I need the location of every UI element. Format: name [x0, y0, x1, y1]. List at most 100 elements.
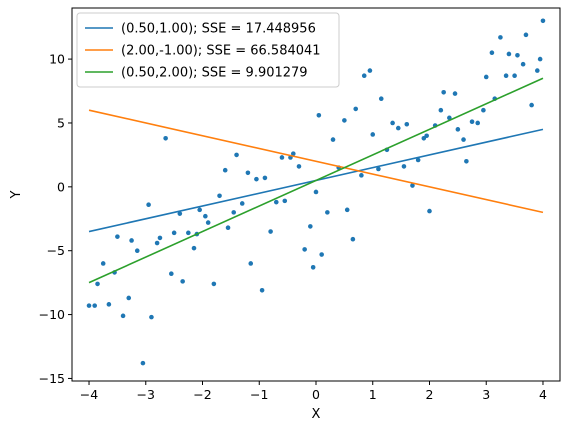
- data-point-36: [254, 176, 259, 182]
- data-point-0: [86, 303, 92, 308]
- data-point-63: [376, 166, 381, 172]
- data-point-16: [163, 135, 168, 141]
- data-point-28: [217, 193, 222, 199]
- data-point-81: [461, 137, 466, 142]
- legend-box: [76, 12, 340, 88]
- data-point-85: [481, 107, 486, 113]
- x-tick-label: 1: [369, 387, 377, 402]
- x-tick-label: 0: [312, 387, 320, 402]
- data-point-4: [106, 302, 112, 307]
- data-point-25: [203, 213, 208, 219]
- data-point-58: [353, 106, 359, 112]
- data-point-10: [134, 248, 140, 254]
- data-point-24: [197, 207, 202, 213]
- x-tick-label: 4: [539, 387, 547, 402]
- data-point-39: [268, 229, 273, 234]
- data-point-48: [310, 265, 316, 270]
- data-point-38: [262, 175, 268, 181]
- data-point-73: [424, 133, 429, 139]
- data-point-44: [291, 151, 296, 156]
- x-axis-label: X: [312, 407, 321, 422]
- data-point-80: [455, 127, 461, 132]
- scatter-points-group: [86, 18, 546, 366]
- data-point-27: [211, 281, 217, 287]
- data-point-60: [361, 73, 367, 79]
- data-point-90: [503, 73, 509, 79]
- data-point-87: [489, 50, 495, 56]
- data-point-56: [344, 207, 350, 213]
- legend-label-3: (0.50,2.00); SSE = 9.901279: [121, 66, 308, 81]
- data-point-20: [180, 279, 185, 284]
- data-point-99: [540, 18, 546, 24]
- data-point-55: [342, 118, 347, 123]
- y-tick-label: −10: [39, 307, 65, 322]
- data-point-41: [279, 155, 285, 160]
- data-point-96: [529, 102, 534, 108]
- fit-line-2: [88, 109, 544, 214]
- data-point-22: [191, 245, 197, 251]
- x-tick-label: 3: [482, 387, 490, 402]
- data-point-29: [222, 167, 228, 173]
- data-point-32: [234, 152, 239, 158]
- data-point-69: [404, 121, 410, 127]
- data-point-49: [313, 189, 319, 195]
- data-point-11: [140, 360, 146, 366]
- legend-label-1: (0.50,1.00); SSE = 17.448956: [121, 22, 316, 37]
- data-point-40: [273, 199, 279, 205]
- data-point-95: [523, 32, 529, 38]
- data-point-68: [401, 164, 407, 169]
- data-point-77: [441, 90, 446, 95]
- data-point-82: [464, 158, 469, 164]
- data-point-57: [350, 236, 356, 242]
- data-point-9: [129, 238, 134, 243]
- y-tick-label: 0: [57, 179, 65, 194]
- x-tick-label: −2: [193, 387, 211, 402]
- data-point-94: [520, 61, 526, 67]
- data-point-42: [282, 198, 288, 204]
- data-point-66: [390, 120, 395, 126]
- data-point-31: [231, 210, 237, 215]
- y-tick-label: 10: [49, 52, 65, 67]
- data-point-83: [469, 119, 475, 124]
- y-tick-label: −15: [39, 371, 65, 386]
- data-point-91: [506, 51, 512, 57]
- y-axis-ticks: −15 −10 −5 0 5 10: [39, 52, 72, 386]
- data-point-62: [370, 132, 376, 137]
- data-point-18: [171, 230, 177, 236]
- data-point-78: [447, 115, 452, 121]
- y-tick-label: 5: [57, 115, 65, 130]
- data-point-8: [126, 295, 132, 301]
- data-point-98: [537, 56, 543, 62]
- data-point-71: [415, 157, 421, 163]
- data-point-14: [154, 240, 160, 246]
- fit-line-3: [88, 77, 544, 284]
- legend-label-2: (2.00,-1.00); SSE = 66.584041: [121, 44, 321, 59]
- data-point-53: [330, 137, 336, 142]
- data-point-92: [512, 73, 517, 79]
- data-point-51: [319, 252, 324, 257]
- data-point-15: [157, 235, 163, 241]
- data-point-30: [225, 225, 231, 231]
- data-point-74: [427, 208, 432, 214]
- data-point-89: [498, 35, 503, 40]
- data-point-45: [296, 164, 302, 169]
- data-point-26: [205, 220, 211, 225]
- data-point-84: [475, 120, 481, 126]
- x-tick-label: 2: [426, 387, 434, 402]
- data-point-79: [452, 91, 458, 96]
- x-tick-label: −1: [250, 387, 268, 402]
- data-point-21: [186, 230, 191, 236]
- data-point-47: [308, 224, 313, 229]
- x-tick-label: −4: [80, 387, 98, 402]
- data-point-97: [535, 68, 540, 73]
- x-axis-ticks: −4 −3 −2 −1 0 1 2 3 4: [80, 381, 547, 402]
- data-point-59: [359, 173, 364, 178]
- y-axis-label: Y: [9, 190, 24, 199]
- data-point-19: [177, 211, 183, 216]
- data-point-2: [95, 281, 100, 287]
- data-point-61: [367, 68, 373, 73]
- data-point-46: [302, 247, 307, 252]
- data-point-13: [149, 314, 154, 320]
